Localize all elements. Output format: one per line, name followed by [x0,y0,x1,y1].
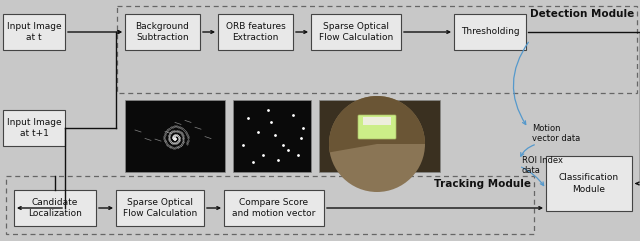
Bar [14,190,96,226]
Circle shape [329,96,425,192]
Text: Candidate
Localization: Candidate Localization [28,198,82,218]
Text: Thresholding: Thresholding [461,27,519,36]
Text: Sparse Optical
Flow Calculation: Sparse Optical Flow Calculation [319,22,393,42]
Text: Motion
vector data: Motion vector data [532,124,580,143]
Bar [363,117,391,125]
Text: ORB features
Extraction: ORB features Extraction [226,22,285,42]
Text: Compare Score
and motion vector: Compare Score and motion vector [232,198,316,218]
Bar [311,14,401,50]
Bar [3,110,65,146]
Text: Classification
Module: Classification Module [559,174,619,194]
Text: ROI Index
data: ROI Index data [522,156,563,175]
Text: Sparse Optical
Flow Calculation: Sparse Optical Flow Calculation [123,198,197,218]
Bar [218,14,293,50]
Bar [116,190,204,226]
Bar [233,100,311,172]
Bar [125,100,225,172]
Text: Input Image
at t: Input Image at t [6,22,61,42]
Text: Detection Module: Detection Module [530,9,634,19]
Wedge shape [329,96,425,152]
Bar [125,14,200,50]
Text: Input Image
at t+1: Input Image at t+1 [6,118,61,138]
Text: Background
Subtraction: Background Subtraction [136,22,189,42]
Bar [454,14,526,50]
Bar [6,176,534,234]
Bar [319,100,440,172]
Bar [117,6,637,93]
FancyBboxPatch shape [358,115,396,139]
Bar [3,14,65,50]
Bar [546,156,632,211]
Text: Tracking Module: Tracking Module [434,179,531,189]
Bar [224,190,324,226]
